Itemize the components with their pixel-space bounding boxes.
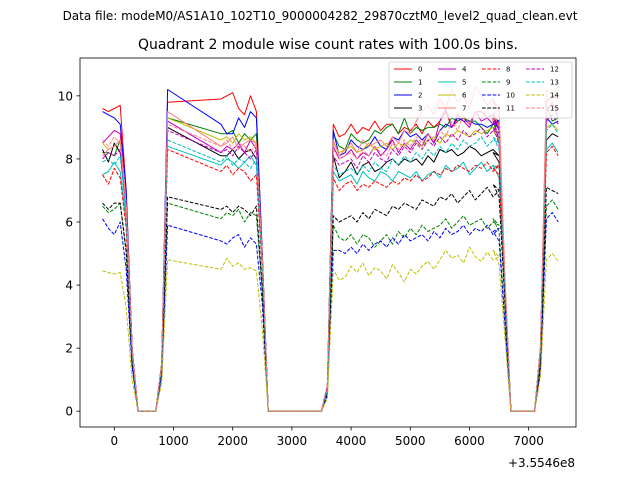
suptitle: Data file: modeM0/AS1A10_102T10_90000042…	[63, 9, 578, 23]
legend-label-3: 3	[418, 105, 422, 113]
x-tick-label: 7000	[513, 434, 544, 448]
series-line-15	[102, 101, 559, 412]
x-tick-label: 2000	[217, 434, 248, 448]
legend-label-4: 4	[462, 66, 467, 74]
series-line-9	[102, 199, 559, 412]
x-tick-label: 3000	[277, 434, 308, 448]
x-offset-label: +3.5546e8	[508, 456, 575, 470]
legend-label-12: 12	[550, 66, 559, 74]
y-tick-label: 4	[65, 279, 73, 293]
legend-label-1: 1	[418, 79, 422, 87]
legend-label-13: 13	[550, 79, 559, 87]
y-tick-label: 10	[58, 89, 73, 103]
legend-label-8: 8	[506, 66, 510, 74]
x-tick-label: 4000	[336, 434, 367, 448]
legend-label-10: 10	[506, 92, 515, 100]
y-tick-label: 2	[65, 342, 73, 356]
y-tick-label: 6	[65, 216, 73, 230]
series-line-5	[102, 142, 559, 412]
series-line-13	[102, 123, 559, 412]
plot-lines	[102, 85, 559, 412]
legend-label-6: 6	[462, 92, 467, 100]
y-tick-label: 0	[65, 405, 73, 419]
x-tick-label: 0	[111, 434, 119, 448]
legend-label-0: 0	[418, 66, 422, 74]
legend-label-15: 15	[550, 105, 559, 113]
chart-title: Quadrant 2 module wise count rates with …	[138, 37, 518, 53]
legend-label-2: 2	[418, 92, 422, 100]
series-line-12	[102, 114, 559, 412]
series-line-3	[102, 126, 559, 412]
x-tick-label: 6000	[454, 434, 485, 448]
legend-frame	[388, 61, 573, 119]
x-tick-label: 5000	[395, 434, 426, 448]
series-line-11	[102, 183, 559, 412]
axes-frame	[79, 57, 577, 428]
legend-label-14: 14	[550, 92, 559, 100]
series-line-10	[102, 212, 559, 412]
legend-label-9: 9	[506, 79, 510, 87]
x-axis: 0 1000 2000 3000 4000 5000 6000 7000	[111, 427, 544, 448]
series-line-8	[102, 145, 559, 412]
series-line-14	[102, 246, 559, 412]
legend-label-7: 7	[462, 105, 466, 113]
y-tick-label: 8	[65, 152, 73, 166]
y-axis: 0 2 4 6 8 10	[58, 89, 80, 419]
x-tick-label: 1000	[158, 434, 189, 448]
legend-label-5: 5	[462, 79, 466, 87]
legend-label-11: 11	[506, 105, 515, 113]
